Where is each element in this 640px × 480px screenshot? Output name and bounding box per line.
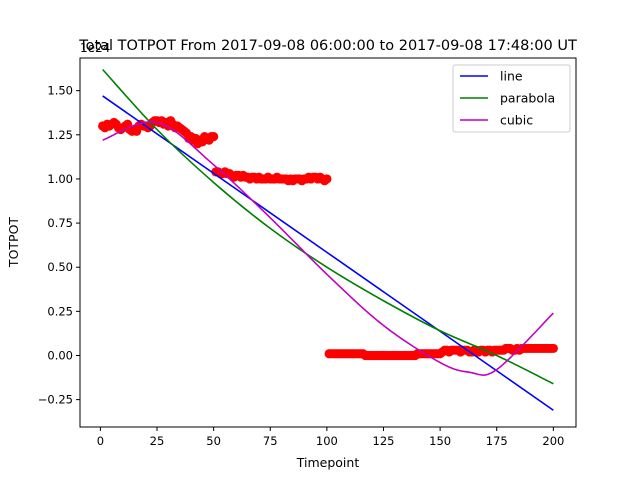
y-axis-ticks: −0.25 0.00 0.25 0.50 0.75 1.00 1.25 1.50 — [38, 84, 80, 407]
legend-label-cubic: cubic — [500, 113, 533, 128]
chart-title: Total TOTPOT From 2017-09-08 06:00:00 to… — [78, 38, 577, 54]
x-axis-ticks: 0 25 50 75 100 125 150 175 200 — [97, 427, 564, 448]
plot-area — [98, 68, 558, 411]
y-tick-label: 0.75 — [47, 216, 73, 230]
y-tick-label: 0.25 — [47, 304, 73, 318]
axes-frame — [79, 57, 577, 428]
x-axis-label: Timepoint — [296, 455, 360, 470]
x-tick-label: 125 — [373, 434, 395, 448]
series-line-line — [102, 95, 554, 411]
y-axis-label: TOTPOT — [6, 217, 21, 268]
y-tick-label: 1.25 — [47, 128, 73, 142]
x-tick-label: 0 — [97, 434, 104, 448]
scatter-point — [548, 343, 558, 354]
x-tick-label: 200 — [542, 434, 564, 448]
series-cubic-line — [102, 121, 554, 376]
x-tick-label: 175 — [486, 434, 508, 448]
series-parabola-line — [102, 68, 554, 385]
x-tick-label: 25 — [150, 434, 165, 448]
scatter-point — [322, 174, 332, 184]
legend-label-line: line — [500, 69, 523, 84]
x-tick-label: 50 — [206, 434, 221, 448]
y-tick-label: 1.00 — [47, 172, 73, 186]
y-axis-scale-label: 1e24 — [80, 41, 110, 55]
scatter-point — [209, 131, 219, 142]
x-tick-label: 75 — [263, 434, 278, 448]
x-tick-label: 150 — [429, 434, 451, 448]
legend-box — [452, 64, 571, 133]
y-tick-label: 0.00 — [47, 348, 73, 362]
legend-label-parabola: parabola — [500, 91, 555, 106]
y-tick-label: −0.25 — [38, 393, 73, 407]
data-layer — [98, 68, 558, 411]
y-tick-label: 0.50 — [47, 260, 73, 274]
legend: line parabola cubic — [452, 64, 571, 133]
x-tick-label: 100 — [316, 434, 338, 448]
y-tick-label: 1.50 — [47, 84, 73, 98]
